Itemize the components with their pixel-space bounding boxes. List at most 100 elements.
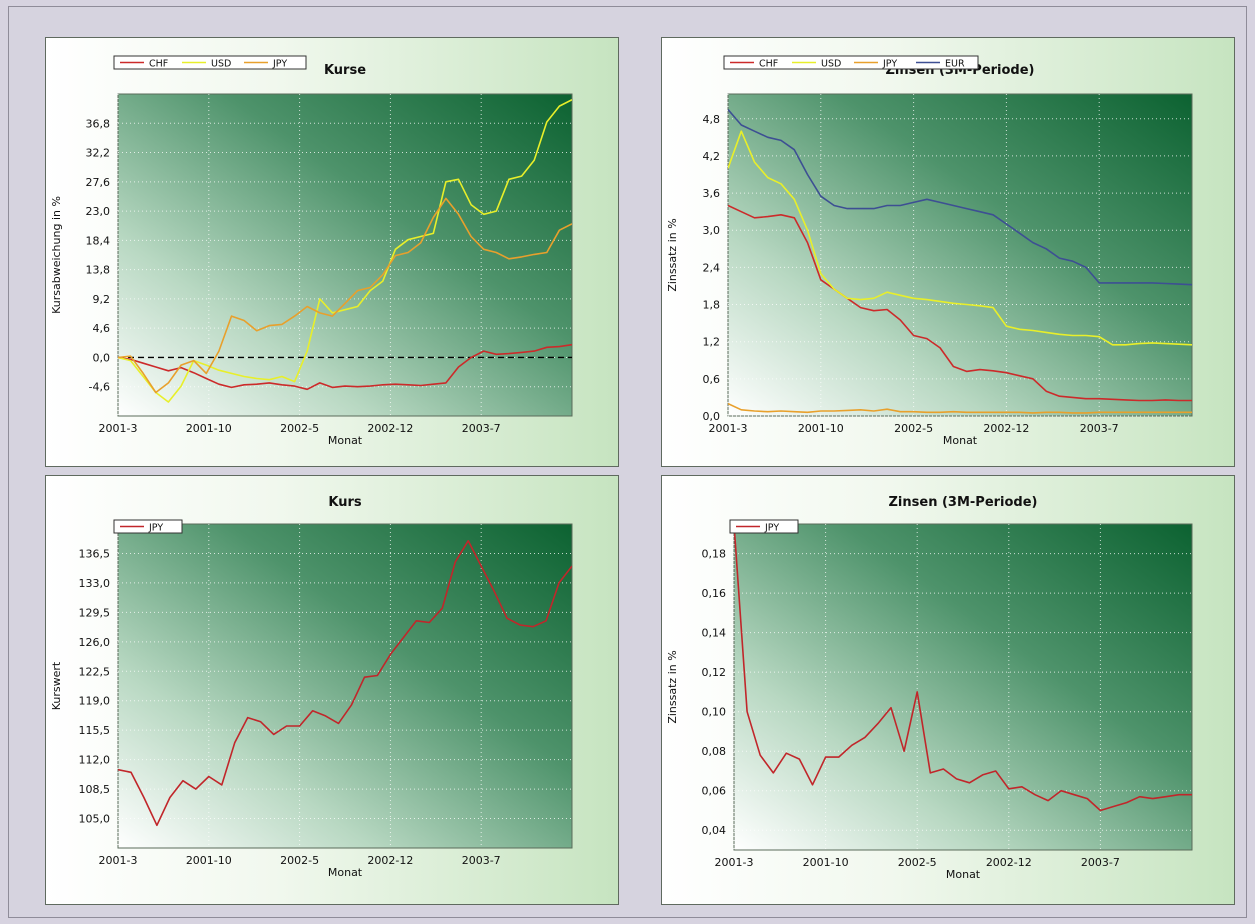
y-tick-label: 0,16 (702, 587, 727, 600)
chart-svg-2: Kurs 105,0 108,5 112,0 115,5 119,0 122,5 126,0 1… (50, 495, 573, 879)
y-axis-label: Kursabweichung in % (50, 196, 63, 314)
legend-box (113, 519, 183, 534)
y-tick-label: 119,0 (79, 695, 111, 708)
y-tick-label: 1,2 (703, 336, 721, 349)
y-tick-label: 0,10 (702, 706, 727, 719)
x-tick-label: 2002-5 (280, 422, 319, 435)
series-line-usd (728, 130, 1192, 346)
y-tick-label: 129,5 (79, 606, 111, 619)
y-tick-label: -4,6 (89, 381, 110, 394)
x-tick-label: 2003-7 (462, 854, 501, 867)
x-tick-label: 2002-5 (280, 854, 319, 867)
x-tick-label: 2002-12 (983, 422, 1029, 435)
y-tick-label: 32,2 (86, 147, 111, 160)
y-axis-label: Zinssatz in % (666, 650, 679, 723)
legend-box (729, 519, 799, 534)
legend-label: JPY (882, 59, 897, 70)
legend-label: EUR (945, 59, 965, 70)
chart-svg-1: Zinsen (3M-Periode)0,00,61,21,82,43,03,6… (666, 55, 1193, 447)
legend-box (113, 55, 307, 70)
x-tick-label: 2001-3 (99, 854, 138, 867)
y-tick-label: 108,5 (79, 783, 111, 796)
series-line-jpy (118, 197, 572, 394)
chart-panel-zinsen-jpy: Zinsen (3M-Periode) 0,04 0,06 0,08 0,10 0,12 0… (661, 475, 1235, 905)
plot-area (117, 93, 573, 417)
x-axis-label: Monat (943, 434, 978, 447)
plot-area (727, 93, 1193, 417)
y-axis-label: Kurswert (50, 661, 63, 710)
series-line-jpy (734, 524, 1192, 812)
y-tick-label: 0,6 (703, 373, 721, 386)
y-tick-label: 105,0 (79, 813, 111, 826)
series-line-jpy (118, 540, 572, 827)
y-tick-label: 1,8 (703, 299, 721, 312)
x-tick-label: 2001-10 (186, 422, 232, 435)
legend-label: USD (821, 59, 841, 70)
x-tick-label: 2001-10 (803, 856, 849, 869)
legend-label: JPY (148, 523, 163, 534)
x-tick-label: 2002-5 (894, 422, 933, 435)
y-tick-label: 4,6 (93, 322, 111, 335)
x-tick-label: 2002-12 (367, 854, 413, 867)
x-tick-label: 2003-7 (462, 422, 501, 435)
x-tick-label: 2003-7 (1081, 856, 1120, 869)
y-tick-label: 0,12 (702, 666, 727, 679)
x-tick-label: 2001-3 (715, 856, 754, 869)
y-tick-label: 0,04 (702, 824, 727, 837)
chart-panel-kurs-jpy: Kurs 105,0 108,5 112,0 115,5 119,0 122,5 126,0 1… (45, 475, 619, 905)
x-tick-label: 2002-12 (367, 422, 413, 435)
y-tick-label: 3,6 (703, 187, 721, 200)
x-axis-label: Monat (328, 434, 363, 447)
y-tick-label: 4,8 (703, 113, 721, 126)
legend-box (723, 55, 979, 70)
y-axis-label: Zinssatz in % (666, 218, 679, 291)
y-tick-label: 0,0 (93, 351, 111, 364)
y-tick-label: 13,8 (86, 264, 111, 277)
x-tick-label: 2001-3 (709, 422, 748, 435)
series-line-chf (118, 343, 572, 391)
x-axis-label: Monat (946, 868, 981, 881)
x-tick-label: 2001-10 (798, 422, 844, 435)
chart-title: Zinsen (3M-Periode) (889, 495, 1038, 510)
y-tick-label: 3,0 (703, 224, 721, 237)
y-tick-label: 133,0 (79, 577, 111, 590)
y-tick-label: 2,4 (703, 261, 721, 274)
chart-title: Kurse (324, 63, 366, 78)
y-tick-label: 23,0 (86, 205, 111, 218)
y-tick-label: 126,0 (79, 636, 111, 649)
x-tick-label: 2001-3 (99, 422, 138, 435)
x-tick-label: 2003-7 (1080, 422, 1119, 435)
legend-label: USD (211, 59, 231, 70)
y-tick-label: 115,5 (79, 724, 111, 737)
chart-svg-0: Kurse -4,6 0,0 4,6 9,2 13,8 18,4 23,0 27,6 32,2 36… (50, 55, 573, 447)
plot-area (733, 523, 1193, 851)
legend-label: JPY (272, 59, 287, 70)
chart-svg-3: Zinsen (3M-Periode) 0,04 0,06 0,08 0,10 0,12 0… (666, 495, 1193, 881)
legend-label: JPY (764, 523, 779, 534)
y-tick-label: 0,08 (702, 745, 727, 758)
series-line-jpy (728, 402, 1192, 414)
dashboard-frame: Kurse -4,6 0,0 4,6 9,2 13,8 18,4 23,0 27,6 32,2 36… (8, 6, 1247, 918)
chart-title: Kurs (328, 495, 362, 510)
y-tick-label: 36,8 (86, 117, 111, 130)
y-tick-label: 0,14 (702, 627, 727, 640)
y-tick-label: 0,18 (702, 548, 727, 561)
x-axis-label: Monat (328, 866, 363, 879)
x-tick-label: 2002-5 (898, 856, 937, 869)
y-tick-label: 112,0 (79, 754, 111, 767)
y-tick-label: 0,0 (703, 410, 721, 423)
y-tick-label: 0,06 (702, 785, 727, 798)
series-line-chf (728, 204, 1192, 402)
plot-area (117, 523, 573, 849)
legend-label: CHF (759, 59, 778, 70)
series-line-eur (728, 108, 1192, 286)
y-tick-label: 122,5 (79, 665, 111, 678)
chart-panel-zinsen: Zinsen (3M-Periode) 0,0 0,6 1,2 1,8 2,4 3,0 3,6… (661, 37, 1235, 467)
y-tick-label: 4,2 (703, 150, 721, 163)
y-tick-label: 136,5 (79, 547, 111, 560)
x-tick-label: 2002-12 (986, 856, 1032, 869)
legend-label: CHF (149, 59, 168, 70)
x-tick-label: 2001-10 (186, 854, 232, 867)
y-tick-label: 18,4 (86, 234, 111, 247)
y-tick-label: 27,6 (86, 176, 111, 189)
